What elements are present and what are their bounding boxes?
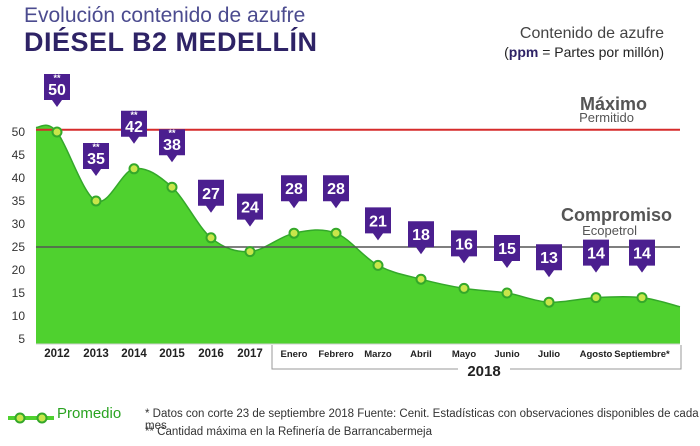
value-badge	[365, 207, 391, 241]
data-point	[415, 273, 427, 285]
x-tick-label: 2016	[198, 348, 224, 360]
x-tick-label: Marzo	[364, 349, 392, 360]
value-badge	[629, 239, 655, 273]
y-tick-label: 40	[12, 171, 26, 185]
data-point	[51, 126, 63, 138]
y-tick-label: 50	[12, 125, 26, 139]
x-tick-label: Agosto	[580, 349, 613, 360]
data-point	[543, 296, 555, 308]
y-tick-label: 25	[12, 240, 26, 254]
data-point	[372, 259, 384, 271]
y-tick-label: 10	[12, 309, 26, 323]
data-label: 28	[327, 181, 345, 198]
data-label: 13	[540, 250, 558, 267]
value-badge	[494, 235, 520, 268]
y-tick-label: 15	[12, 286, 26, 300]
x-tick-label: Julio	[538, 349, 560, 360]
x-tick-label: 2012	[44, 348, 70, 360]
year-2018-label-bg	[458, 362, 510, 378]
value-badge	[536, 244, 562, 278]
x-tick-label: 2014	[121, 348, 147, 360]
data-label: 18	[412, 227, 430, 244]
x-tick-label: Junio	[494, 349, 520, 360]
value-badge	[159, 129, 185, 163]
data-point	[458, 282, 470, 294]
y-tick-label: 45	[12, 148, 26, 162]
data-label: 14	[587, 246, 605, 263]
data-label: 15	[498, 241, 516, 258]
value-badge	[281, 175, 307, 209]
y-tick-label: 35	[12, 194, 26, 208]
footnote-source: * Datos con corte 23 de septiembre 2018 …	[145, 408, 699, 432]
data-label: 38	[163, 137, 181, 154]
commitment-label: Compromiso	[561, 205, 672, 225]
x-tick-label: 2013	[83, 348, 109, 360]
x-tick-label: 2015	[159, 348, 185, 360]
value-badge	[44, 74, 70, 107]
legend-label: Promedio	[57, 405, 122, 422]
x-tick-label: Mayo	[452, 349, 476, 360]
double-star-marker: **	[53, 73, 61, 83]
value-badge	[583, 239, 609, 273]
data-point	[636, 292, 648, 304]
data-label: 35	[87, 151, 105, 168]
chart-title-line2: DIÉSEL B2 MEDELLÍN	[24, 27, 318, 57]
value-badge	[83, 143, 109, 176]
double-star-marker: **	[92, 142, 100, 152]
footnote-refinery: ** Cantidad máxima en la Refinería de Ba…	[145, 426, 433, 438]
data-point	[244, 246, 256, 258]
data-point	[205, 232, 217, 244]
data-point	[90, 195, 102, 207]
double-star-marker: **	[130, 110, 138, 120]
value-badge	[237, 193, 263, 227]
data-label: 50	[48, 82, 66, 99]
commitment-sublabel: Ecopetrol	[582, 223, 637, 238]
data-label: 21	[369, 213, 387, 230]
data-point	[590, 292, 602, 304]
x-tick-label: Enero	[281, 349, 308, 360]
unit-definition: (ppm = Partes por millón)	[504, 44, 664, 60]
data-point	[128, 163, 140, 175]
y-tick-label: 20	[12, 263, 26, 277]
data-point	[166, 181, 178, 193]
unit-label: Contenido de azufre	[519, 25, 664, 42]
value-badge	[451, 230, 477, 264]
value-badge	[323, 175, 349, 209]
data-point	[288, 227, 300, 239]
data-label: 16	[455, 236, 473, 253]
x-tick-label: 2017	[237, 348, 263, 360]
y-tick-label: 5	[18, 332, 25, 346]
x-tick-label: Abril	[410, 349, 432, 360]
data-label: 24	[241, 200, 259, 217]
double-star-marker: **	[168, 128, 176, 138]
x-tick-label: Septiembre*	[614, 349, 670, 360]
unit-rest: = Partes por millón)	[538, 44, 664, 60]
data-point	[330, 227, 342, 239]
data-point	[501, 287, 513, 299]
value-badge	[121, 110, 147, 144]
max-label: Máximo	[580, 94, 647, 114]
data-label: 28	[285, 181, 303, 198]
series-area-promedio	[36, 125, 680, 344]
data-label: 14	[633, 246, 651, 263]
legend-swatch	[8, 412, 54, 424]
chart-title-line1: Evolución contenido de azufre	[24, 4, 306, 27]
data-label: 27	[202, 186, 220, 203]
data-label: 42	[125, 119, 143, 136]
x-tick-label: Febrero	[318, 349, 354, 360]
value-badge	[198, 179, 224, 213]
y-tick-label: 30	[12, 217, 26, 231]
year-2018-label: 2018	[467, 363, 500, 380]
max-sublabel: Permitido	[579, 110, 634, 125]
unit-abbr: ppm	[508, 44, 539, 60]
unit-open-paren: (	[504, 44, 509, 60]
value-badge	[408, 221, 434, 255]
